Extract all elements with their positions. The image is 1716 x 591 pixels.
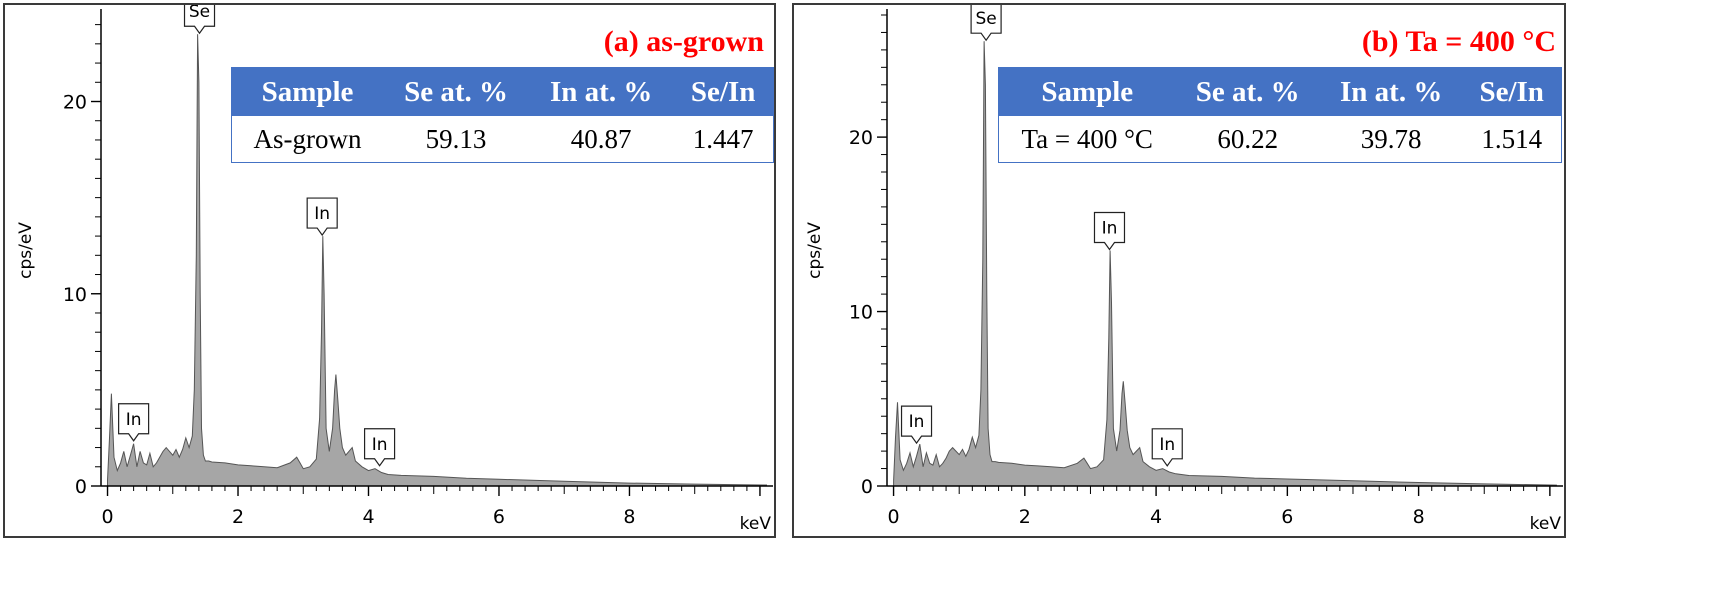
x-tick-label: 0 [888, 506, 900, 528]
header-sample: Sample [998, 67, 1176, 116]
peak-label-text: Se [975, 9, 996, 29]
chart-b-svg: 0 10 20 0 2 4 6 8 keV cps/eV Se In In In [805, 5, 1563, 534]
peak-label-box [183, 5, 216, 35]
peak-label: Se [183, 5, 216, 35]
x-axis-label: keV [740, 514, 772, 534]
composition-table-b: Sample Se at. % In at. % Se/In Ta = 400 … [998, 67, 1562, 163]
header-se-at: Se at. % [382, 67, 530, 116]
header-se-at: Se at. % [1175, 67, 1320, 116]
y-tick-label: 20 [63, 92, 87, 114]
peak-label: In [306, 197, 338, 237]
x-tick-label: 4 [362, 506, 374, 528]
peak-label-text: In [126, 410, 142, 430]
cell-sample: Ta = 400 °C [1021, 123, 1153, 154]
x-tick-label: 6 [493, 506, 505, 528]
peak-label-box [1151, 428, 1183, 467]
y-axis-label: cps/eV [16, 222, 36, 279]
x-tick-label: 6 [1281, 506, 1293, 528]
peak-label: In [1151, 428, 1183, 467]
peak-label: Se [970, 5, 1002, 42]
peak-label-box [1093, 211, 1126, 251]
x-tick-label: 2 [1019, 506, 1031, 528]
y-axis-label: cps/eV [805, 222, 825, 279]
x-tick-label: 8 [623, 506, 635, 528]
peak-label-box [970, 5, 1002, 42]
y-tick-label: 10 [849, 302, 873, 324]
cell-se-in: 1.514 [1481, 123, 1543, 154]
spectrum-area [893, 41, 1557, 487]
header-in-at: In at. % [1319, 67, 1463, 116]
cell-se-at: 60.22 [1217, 123, 1279, 154]
header-in-at: In at. % [529, 67, 674, 116]
x-tick-label: 2 [232, 506, 244, 528]
peak-label: In [363, 428, 396, 467]
cell-se-in: 1.447 [692, 123, 754, 154]
y-tick-label: 0 [861, 476, 873, 498]
y-tick-label: 0 [75, 476, 87, 498]
panel-a-title: (a) as-grown [603, 25, 764, 58]
y-tick-label: 10 [63, 284, 87, 306]
cell-in-at: 40.87 [570, 123, 632, 154]
peak-label-box [306, 197, 338, 237]
peak-label-box [118, 403, 150, 442]
peak-label-box [900, 405, 933, 445]
table-row: As-grown 59.13 40.87 1.447 [232, 116, 774, 163]
header-se-in: Se/In [673, 67, 774, 116]
peak-label-text: In [1159, 435, 1175, 455]
spectrum-area [107, 34, 767, 487]
peak-label: In [1093, 211, 1126, 251]
table-row: Ta = 400 °C 60.22 39.78 1.514 [999, 116, 1562, 163]
peak-label-text: In [372, 435, 388, 455]
peak-label-text: In [1102, 219, 1118, 239]
cell-sample: As-grown [253, 123, 362, 154]
y-tick-label: 20 [849, 127, 873, 149]
composition-table-a: Sample Se at. % In at. % Se/In As-grown … [231, 67, 774, 163]
peak-label: In [900, 405, 933, 445]
x-tick-label: 0 [101, 506, 113, 528]
table-header-row: Sample Se at. % In at. % Se/In [231, 67, 774, 116]
x-tick-label: 4 [1150, 506, 1162, 528]
peak-label: In [118, 403, 150, 442]
peak-label-text: In [909, 412, 925, 432]
cell-in-at: 39.78 [1360, 123, 1422, 154]
table-header-row: Sample Se at. % In at. % Se/In [998, 67, 1562, 116]
panel-b-title: (b) Ta = 400 °C [1361, 25, 1556, 58]
panel-b: 0 10 20 0 2 4 6 8 keV cps/eV Se In In In (b) Ta = 400… [792, 3, 1566, 538]
peak-label-box [363, 428, 396, 467]
panel-a: 0 10 20 0 2 4 6 8 keV cps/eV Se In In In (a) as-grown… [3, 3, 776, 538]
x-axis-label: keV [1530, 514, 1562, 534]
chart-a-svg: 0 10 20 0 2 4 6 8 keV cps/eV Se In In In [16, 5, 773, 534]
cell-se-at: 59.13 [425, 123, 487, 154]
peak-label-text: Se [189, 5, 210, 22]
peak-label-text: In [314, 204, 330, 224]
x-tick-label: 8 [1413, 506, 1425, 528]
header-sample: Sample [231, 67, 383, 116]
header-se-in: Se/In [1462, 67, 1562, 116]
